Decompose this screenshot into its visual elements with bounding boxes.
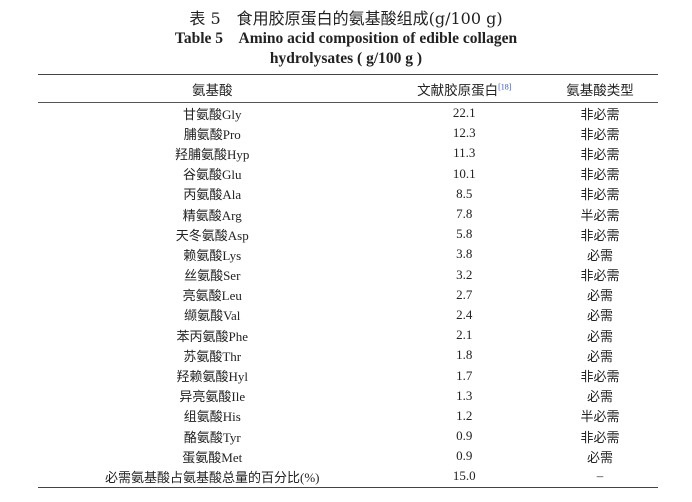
table-row: 天冬氨酸Asp 5.8 非必需 bbox=[38, 224, 658, 244]
content-value: 2.4 bbox=[456, 306, 473, 322]
table-row: 精氨酸Arg 7.8 半必需 bbox=[38, 204, 658, 224]
amino-acid-name: 必需氨基酸占氨基酸总量的百分比(%) bbox=[105, 469, 320, 485]
table-title-english: Table 5 Amino acid composition of edible… bbox=[0, 29, 692, 69]
amino-acid-type: 非必需 bbox=[580, 227, 620, 243]
table-row: 蛋氨酸Met 0.9 必需 bbox=[38, 446, 658, 466]
amino-acid-name: 脯氨酸Pro bbox=[183, 126, 241, 142]
amino-acid-type: 必需 bbox=[587, 328, 614, 344]
amino-acid-type: 必需 bbox=[587, 288, 614, 304]
amino-acid-type: 半必需 bbox=[580, 409, 620, 425]
amino-acid-type: 非必需 bbox=[580, 369, 620, 385]
table-row: 脯氨酸Pro 12.3 非必需 bbox=[38, 123, 658, 143]
content-value: 0.9 bbox=[456, 428, 473, 444]
table-row: 亮氨酸Leu 2.7 必需 bbox=[38, 285, 658, 305]
header-literature-collagen-label: 文献胶原蛋白 bbox=[417, 82, 499, 98]
content-value: 1.2 bbox=[456, 407, 473, 423]
amino-acid-type: 非必需 bbox=[580, 126, 620, 142]
table-row: 丙氨酸Ala 8.5 非必需 bbox=[38, 184, 658, 204]
amino-acid-type: 非必需 bbox=[580, 106, 620, 122]
amino-acid-name: 苯丙氨酸Phe bbox=[176, 328, 248, 344]
content-value: 11.3 bbox=[453, 145, 476, 161]
header-amino-acid-type: 氨基酸类型 bbox=[566, 82, 634, 98]
amino-acid-name: 酪氨酸Tyr bbox=[183, 429, 241, 445]
amino-acid-type: 非必需 bbox=[580, 167, 620, 183]
amino-acid-type: 非必需 bbox=[580, 187, 620, 203]
table-row: 丝氨酸Ser 3.2 非必需 bbox=[38, 265, 658, 285]
amino-acid-type: 非必需 bbox=[580, 429, 620, 445]
content-value: 3.8 bbox=[456, 246, 473, 262]
table-row: 缬氨酸Val 2.4 必需 bbox=[38, 305, 658, 325]
content-value: 0.9 bbox=[456, 448, 473, 464]
amino-acid-type: 必需 bbox=[587, 247, 614, 263]
amino-acid-name: 蛋氨酸Met bbox=[182, 449, 243, 465]
amino-acid-name: 谷氨酸Glu bbox=[182, 167, 242, 183]
table-title-english-line1: Table 5 Amino acid composition of edible… bbox=[174, 30, 518, 47]
content-value: 15.0 bbox=[452, 468, 476, 484]
content-value: 12.3 bbox=[452, 125, 476, 141]
amino-acid-table: 氨基酸 文献胶原蛋白[18] 氨基酸类型 甘氨酸Gly 22.1 非必需 脯氨酸Pro… bbox=[38, 74, 658, 488]
content-value: 3.2 bbox=[456, 266, 473, 282]
amino-acid-type: 非必需 bbox=[580, 146, 620, 162]
table-row: 苯丙氨酸Phe 2.1 必需 bbox=[38, 325, 658, 345]
reference-link[interactable]: [18] bbox=[498, 82, 512, 91]
amino-acid-name: 缬氨酸Val bbox=[184, 308, 241, 324]
table-row: 苏氨酸Thr 1.8 必需 bbox=[38, 345, 658, 365]
amino-acid-name: 组氨酸His bbox=[183, 409, 241, 425]
table-row: 必需氨基酸占氨基酸总量的百分比(%) 15.0 – bbox=[38, 466, 658, 488]
table-row: 甘氨酸Gly 22.1 非必需 bbox=[38, 103, 658, 124]
table-header-row: 氨基酸 文献胶原蛋白[18] 氨基酸类型 bbox=[38, 74, 658, 103]
content-value: 1.7 bbox=[456, 367, 473, 383]
amino-acid-name: 甘氨酸Gly bbox=[182, 106, 242, 122]
table-row: 赖氨酸Lys 3.8 必需 bbox=[38, 244, 658, 264]
content-value: 1.8 bbox=[456, 347, 473, 363]
amino-acid-name: 赖氨酸Lys bbox=[183, 247, 242, 263]
amino-acid-name: 丙氨酸Ala bbox=[183, 187, 242, 203]
content-value: 2.7 bbox=[456, 286, 473, 302]
amino-acid-name: 丝氨酸Ser bbox=[184, 268, 241, 284]
amino-acid-type: 非必需 bbox=[580, 268, 620, 284]
table-row: 羟赖氨酸Hyl 1.7 非必需 bbox=[38, 365, 658, 385]
amino-acid-name: 苏氨酸Thr bbox=[183, 348, 242, 364]
header-amino-acid: 氨基酸 bbox=[192, 82, 233, 98]
amino-acid-type: 必需 bbox=[587, 348, 614, 364]
table-row: 酪氨酸Tyr 0.9 非必需 bbox=[38, 426, 658, 446]
content-value: 10.1 bbox=[452, 165, 476, 181]
content-value: 5.8 bbox=[456, 226, 473, 242]
amino-acid-type: 必需 bbox=[587, 389, 614, 405]
table-row: 羟脯氨酸Hyp 11.3 非必需 bbox=[38, 143, 658, 163]
table-title-english-line2: hydrolysates ( g/100 g ) bbox=[269, 50, 423, 67]
table-title-chinese: 表 5 食用胶原蛋白的氨基酸组成(g/100 g) bbox=[189, 9, 503, 28]
amino-acid-name: 天冬氨酸Asp bbox=[175, 227, 249, 243]
content-value: 7.8 bbox=[456, 206, 473, 222]
content-value: 8.5 bbox=[456, 185, 473, 201]
content-value: 2.1 bbox=[456, 327, 473, 343]
header-literature-collagen: 文献胶原蛋白[18] bbox=[387, 75, 543, 103]
table-row: 异亮氨酸Ile 1.3 必需 bbox=[38, 386, 658, 406]
amino-acid-name: 异亮氨酸Ile bbox=[179, 389, 246, 405]
table-row: 谷氨酸Glu 10.1 非必需 bbox=[38, 164, 658, 184]
amino-acid-name: 亮氨酸Leu bbox=[182, 288, 242, 304]
amino-acid-name: 羟赖氨酸Hyl bbox=[176, 369, 248, 385]
table-row: 组氨酸His 1.2 半必需 bbox=[38, 406, 658, 426]
amino-acid-type: 半必需 bbox=[580, 207, 620, 223]
amino-acid-type: 必需 bbox=[587, 308, 614, 324]
amino-acid-type: – bbox=[596, 468, 604, 484]
content-value: 1.3 bbox=[456, 387, 473, 403]
amino-acid-name: 羟脯氨酸Hyp bbox=[175, 146, 250, 162]
amino-acid-name: 精氨酸Arg bbox=[182, 207, 242, 223]
content-value: 22.1 bbox=[452, 105, 476, 121]
amino-acid-type: 必需 bbox=[587, 449, 614, 465]
